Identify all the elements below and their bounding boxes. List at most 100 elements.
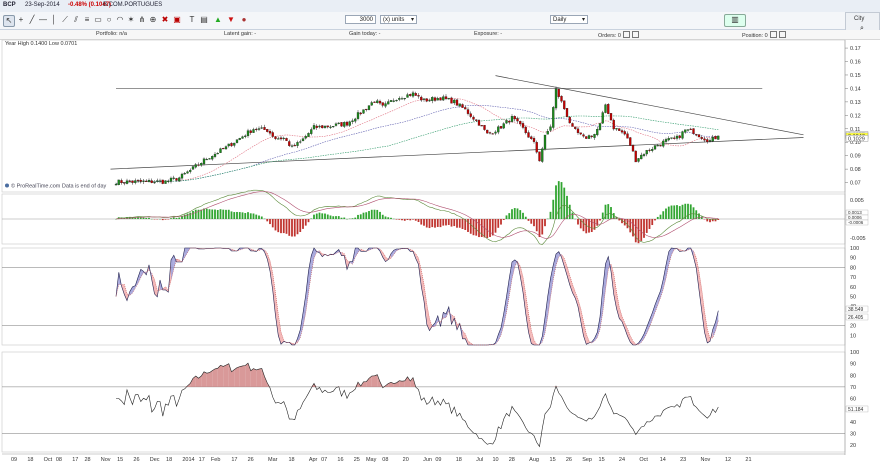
rsi-tick-label: 80 [850, 373, 856, 379]
arc-tool-icon[interactable]: ◠ [116, 15, 124, 24]
macd-histogram-bar [560, 182, 563, 219]
cursor-tool-icon[interactable]: ↖ [3, 15, 15, 27]
fibonacci-tool-icon[interactable]: ≡ [84, 15, 90, 24]
candle-body [362, 109, 365, 114]
macd-histogram-bar [249, 213, 252, 219]
orders-checkbox-icon[interactable] [631, 31, 639, 38]
candle-body [703, 138, 706, 141]
macd-histogram-bar [643, 219, 645, 238]
position-checkbox-icon[interactable] [778, 31, 786, 38]
rsi-overbought-fill [215, 368, 218, 387]
trash-icon[interactable]: ▣ [173, 15, 181, 24]
stochastic-fill [509, 261, 512, 296]
x-axis-date-label: 17 [199, 457, 205, 463]
candle-body [579, 132, 582, 135]
macd-histogram-bar [665, 208, 667, 219]
rectangle-tool-icon[interactable]: ▭ [94, 15, 102, 24]
price-tick-label: 0.10 [850, 140, 861, 146]
x-axis-date-label: 14 [660, 457, 666, 463]
crosshair-tool-icon[interactable]: + [18, 15, 24, 24]
candle-body [596, 129, 599, 136]
stochastic-fill [655, 297, 658, 313]
ray-tool-icon[interactable]: ⟋ [62, 15, 68, 24]
candle-body [406, 94, 409, 98]
stochastic-fill [498, 327, 501, 341]
stochastic-fill [619, 307, 622, 322]
pitchfork-tool-icon[interactable]: ⋔ [138, 15, 146, 24]
macd-histogram-bar [563, 187, 566, 219]
price-tick-label: 0.15 [850, 73, 861, 79]
rsi-overbought-fill [410, 377, 413, 387]
zoom-tool-icon[interactable]: ⊕ [149, 15, 157, 24]
search-icon[interactable]: ⌕ [860, 25, 864, 32]
candle-body [706, 139, 709, 142]
horizontal-line-icon[interactable]: — [39, 15, 47, 24]
stochastic-tick-label: 20 [850, 324, 856, 330]
stochastic-fill [468, 340, 471, 345]
candle-body [667, 138, 670, 141]
text-tool-icon[interactable]: T [189, 15, 195, 24]
candle-body [640, 154, 643, 160]
delete-tool-icon[interactable]: ✖ [161, 15, 169, 24]
candle-body [524, 126, 527, 134]
sell-arrow-icon[interactable]: ▼ [227, 15, 235, 24]
candle-body [516, 118, 519, 122]
macd-histogram-bar [676, 205, 678, 219]
rsi-overbought-fill [212, 368, 215, 387]
x-axis-date-label: 18 [27, 457, 33, 463]
orders-checkbox-icon[interactable] [622, 31, 630, 38]
candle-body [708, 140, 712, 142]
alert-tool-icon[interactable]: ● [241, 15, 247, 24]
macd-histogram-bar [131, 217, 134, 219]
vertical-line-icon[interactable]: │ [51, 15, 57, 24]
macd-histogram-bar [516, 208, 519, 219]
stochastic-fill [231, 249, 235, 252]
buy-arrow-icon[interactable]: ▲ [214, 15, 222, 24]
stochastic-fill [701, 289, 705, 333]
stochastic-fill [393, 248, 397, 255]
stochastic-fill [704, 311, 708, 343]
macd-histogram-bar [351, 218, 354, 219]
candle-body [411, 92, 415, 97]
candle-body [202, 158, 206, 165]
macd-histogram-bar [662, 211, 665, 219]
position-value: Position: 0 [742, 33, 768, 39]
candle-body [123, 182, 126, 184]
macd-histogram-bar [431, 219, 434, 228]
macd-histogram-bar [244, 213, 247, 219]
quantity-input[interactable]: 3000 [345, 15, 376, 24]
gann-tool-icon[interactable]: ✶ [127, 15, 135, 24]
note-tool-icon[interactable]: ▤ [200, 15, 208, 24]
stochastic-fill [369, 248, 372, 251]
macd-histogram-bar [648, 219, 651, 229]
ellipse-tool-icon[interactable]: ○ [106, 15, 112, 24]
stochastic-fill [451, 315, 455, 325]
candle-body [387, 101, 390, 105]
stochastic-fill [275, 292, 279, 336]
stochastic-value-box [845, 305, 869, 313]
chart-type-icon[interactable]: ▥ [724, 14, 746, 27]
stochastic-fill [259, 248, 262, 251]
rsi-overbought-fill [256, 369, 259, 387]
candle-body [582, 134, 585, 137]
position-checkbox-icon[interactable] [769, 31, 777, 38]
price-tick-label: 0.12 [850, 113, 861, 119]
stochastic-fill [569, 275, 573, 293]
candle-body [645, 150, 648, 155]
macd-histogram-bar [197, 209, 200, 219]
units-select[interactable]: (x) units ▾ [380, 15, 417, 24]
candle-body [618, 128, 621, 131]
candle-body [634, 150, 637, 163]
rsi-overbought-fill [228, 363, 232, 387]
rsi-overbought-fill [261, 368, 265, 387]
candle-body [527, 132, 530, 138]
candle-body [612, 119, 615, 130]
channel-tool-icon[interactable]: ⫽ [74, 15, 78, 24]
candle-body [530, 136, 533, 139]
macd-histogram-bar [612, 213, 615, 219]
candle-body [356, 112, 360, 119]
rsi-overbought-fill [264, 376, 268, 387]
period-select[interactable]: Daily ▾ [550, 15, 588, 24]
line-tool-icon[interactable]: ╱ [29, 15, 35, 24]
